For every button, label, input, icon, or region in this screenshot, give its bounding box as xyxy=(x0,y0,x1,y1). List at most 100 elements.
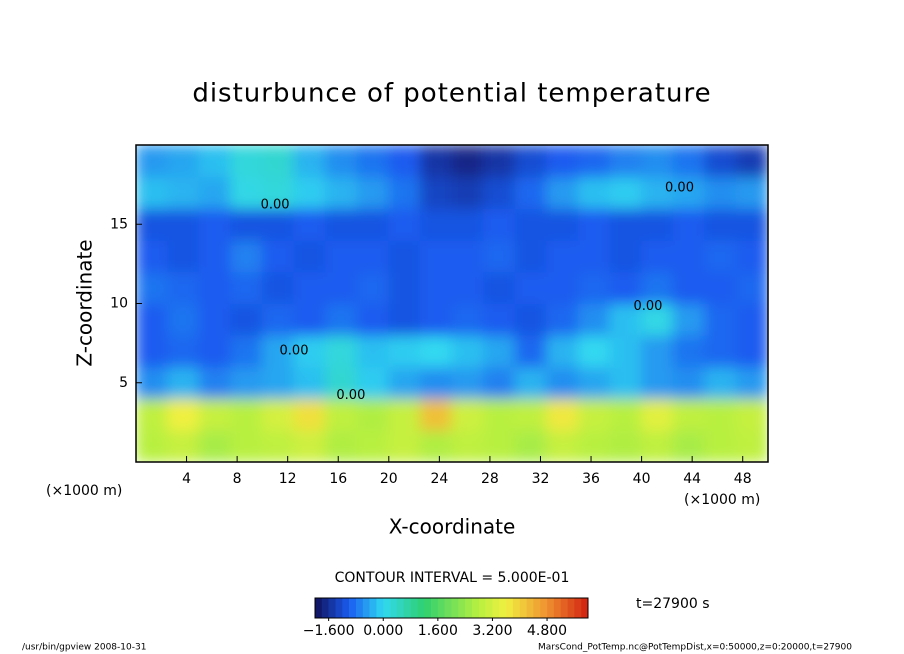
field-cell xyxy=(230,429,263,462)
footer-left: /usr/bin/gpview 2008-10-31 xyxy=(22,643,146,653)
field-cell xyxy=(641,398,674,431)
field-cell xyxy=(261,366,295,400)
contour-label: 0.00 xyxy=(665,180,694,195)
field-cell xyxy=(451,366,485,400)
field-cell xyxy=(388,176,421,209)
field-cell xyxy=(136,145,169,178)
field-cell xyxy=(672,271,706,304)
colorbar-segment xyxy=(478,598,486,618)
x-tick-label: 16 xyxy=(329,471,347,487)
field xyxy=(136,145,768,462)
field-cell xyxy=(672,366,706,400)
field-cell xyxy=(198,398,232,431)
x-axis-label: X-coordinate xyxy=(389,515,516,539)
field-cell xyxy=(704,334,737,368)
colorbar-segment xyxy=(355,598,364,618)
colorbar-segment xyxy=(369,598,377,618)
field-cell xyxy=(451,176,485,209)
field-cell xyxy=(514,366,548,400)
x-tick-label: 28 xyxy=(481,471,499,487)
field-cell xyxy=(641,429,674,462)
field-cell xyxy=(546,429,579,462)
colorbar-segment xyxy=(376,598,384,618)
field-cell xyxy=(198,271,232,304)
colorbar-segment xyxy=(567,598,575,618)
colorbar-segment xyxy=(396,598,405,618)
cells xyxy=(136,145,768,462)
field-cell xyxy=(356,239,390,273)
field-cell xyxy=(641,366,674,400)
colorbar-tick-label: 4.800 xyxy=(527,623,567,639)
field-cell xyxy=(261,303,295,336)
x-tick-label: 32 xyxy=(532,471,550,487)
contour-label: 0.00 xyxy=(261,198,290,213)
field-cell xyxy=(672,145,706,178)
field-cell xyxy=(388,366,421,400)
field-cell xyxy=(514,303,548,336)
field-cell xyxy=(451,398,485,431)
field-cell xyxy=(609,334,643,368)
field-cell xyxy=(704,239,737,273)
field-cell xyxy=(293,334,327,368)
field-cell xyxy=(293,398,327,431)
field-cell xyxy=(483,429,516,462)
colorbar-segment xyxy=(431,598,439,618)
field-cell xyxy=(735,239,768,273)
field-cell xyxy=(609,398,643,431)
field-cell xyxy=(261,239,295,273)
contour-interval: CONTOUR INTERVAL = 5.000E-01 xyxy=(335,570,570,586)
field-cell xyxy=(451,271,485,304)
field-cell xyxy=(388,398,421,431)
field-cell xyxy=(356,207,390,241)
field-cell xyxy=(483,398,516,431)
field-cell xyxy=(198,239,232,273)
colorbar-tick-label: −1.600 xyxy=(303,623,355,639)
field-cell xyxy=(230,366,263,400)
field-cell xyxy=(167,303,200,336)
field-cell xyxy=(230,303,263,336)
field-cell xyxy=(325,145,358,178)
field-cell xyxy=(198,145,232,178)
field-cell xyxy=(641,145,674,178)
y-tick-label: 15 xyxy=(110,216,128,232)
field-cell xyxy=(230,271,263,304)
field-cell xyxy=(672,429,706,462)
contour-label: 0.00 xyxy=(633,299,662,314)
field-cell xyxy=(704,176,737,209)
contour-label: 0.00 xyxy=(280,344,309,359)
field-cell xyxy=(167,239,200,273)
colorbar-segment xyxy=(458,598,466,618)
colorbar-segment xyxy=(383,598,391,618)
field-cell xyxy=(704,366,737,400)
colorbar-segment xyxy=(519,598,527,618)
field-cell xyxy=(419,176,453,209)
field-cell xyxy=(672,239,706,273)
field-cell xyxy=(577,303,611,336)
x-tick-label: 24 xyxy=(430,471,448,487)
colorbar-segment xyxy=(560,598,568,618)
field-cell xyxy=(483,366,516,400)
field-cell xyxy=(293,429,327,462)
field-cell xyxy=(356,429,390,462)
field-cell xyxy=(609,239,643,273)
field-cell xyxy=(641,239,674,273)
x-tick-label: 36 xyxy=(582,471,600,487)
field-cell xyxy=(419,239,453,273)
field-cell xyxy=(609,207,643,241)
field-cell xyxy=(419,334,453,368)
field-cell xyxy=(167,334,200,368)
field-cell xyxy=(419,145,453,178)
field-cell xyxy=(735,366,768,400)
field-cell xyxy=(672,303,706,336)
field-cell xyxy=(451,239,485,273)
field-cell xyxy=(325,366,358,400)
field-cell xyxy=(483,334,516,368)
colorbar-segment xyxy=(362,598,370,618)
field-cell xyxy=(356,334,390,368)
field-cell xyxy=(609,176,643,209)
field-cell xyxy=(514,176,548,209)
field-cell xyxy=(388,303,421,336)
field-cell xyxy=(609,366,643,400)
field-cell xyxy=(672,398,706,431)
